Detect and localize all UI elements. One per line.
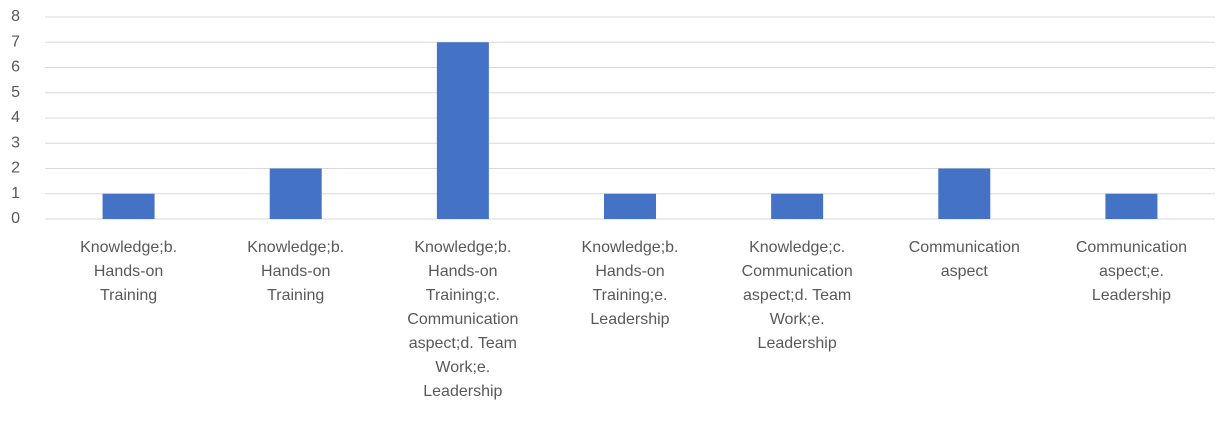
y-tick-label: 3: [11, 134, 20, 151]
y-tick-label: 6: [11, 59, 20, 76]
bar: [269, 168, 322, 219]
bar: [604, 193, 656, 219]
x-tick-label: Knowledge;c. Communication aspect;d. Tea…: [741, 239, 853, 352]
bar: [938, 168, 991, 219]
y-tick-label: 4: [11, 109, 20, 126]
y-tick-label: 0: [11, 210, 20, 227]
bar: [771, 193, 824, 219]
x-tick-label: Knowledge;b. Hands-on Training;c. Commun…: [407, 239, 519, 400]
x-tick-label: Knowledge;b. Hands-on Training: [80, 239, 178, 304]
bar: [436, 42, 489, 219]
y-tick-label: 5: [11, 84, 20, 101]
x-tick-label: Knowledge;b. Hands-on Training: [247, 239, 345, 304]
bar: [1105, 193, 1158, 219]
y-tick-label: 1: [11, 185, 20, 202]
x-tick-label: Communication aspect: [908, 239, 1020, 280]
bar: [102, 193, 155, 219]
x-tick-label: Knowledge;b. Hands-on Training;e. Leader…: [581, 239, 679, 328]
y-tick-label: 8: [11, 8, 20, 25]
x-tick-label: Communication aspect;e. Leadership: [1075, 239, 1187, 304]
y-tick-label: 2: [11, 160, 20, 177]
y-tick-label: 7: [11, 33, 20, 50]
